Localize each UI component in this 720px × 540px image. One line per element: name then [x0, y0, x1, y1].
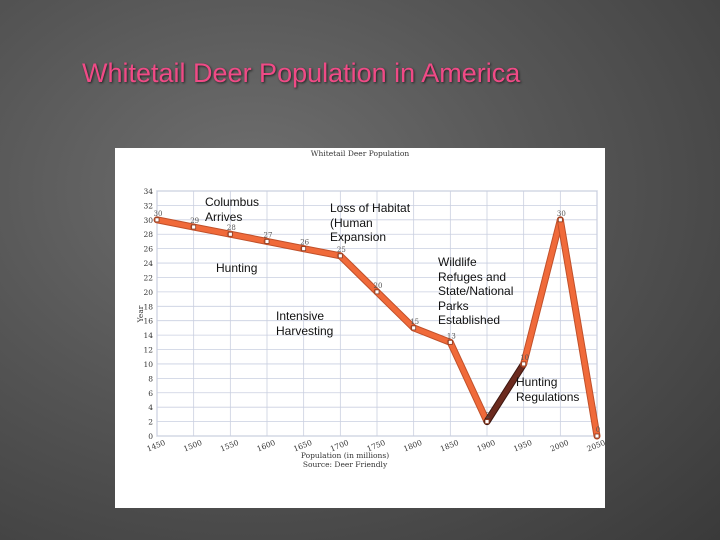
data-point — [374, 289, 380, 295]
y-tick-label: 6 — [148, 389, 153, 398]
y-tick-label: 20 — [143, 288, 153, 297]
x-tick-label: 1800 — [402, 438, 423, 454]
slide-title: Whitetail Deer Population in America — [82, 58, 521, 88]
y-tick-label: 22 — [143, 273, 153, 282]
data-label: 13 — [447, 332, 456, 340]
line-segment — [557, 217, 600, 439]
y-tick-label: 2 — [148, 418, 153, 427]
line-segment — [154, 217, 197, 230]
line-segment — [227, 231, 270, 244]
line-segment — [374, 289, 417, 331]
x-tick-label: 1900 — [476, 438, 497, 454]
data-label: 30 — [557, 210, 566, 218]
x-axis-label: Population (in millions) — [301, 451, 389, 460]
data-point — [264, 239, 270, 244]
line-segment — [411, 325, 453, 345]
line-segment — [447, 339, 490, 425]
data-label: 29 — [190, 217, 199, 225]
x-tick-label: 1850 — [439, 438, 460, 454]
line-segment — [521, 217, 563, 367]
y-tick-label: 24 — [143, 259, 153, 268]
data-point — [411, 325, 417, 331]
data-point — [227, 231, 233, 237]
chart-source: Source: Deer Friendly — [303, 460, 388, 469]
data-point — [484, 419, 490, 424]
line-segment — [337, 253, 380, 295]
data-label: 26 — [300, 239, 309, 247]
data-point — [594, 433, 600, 439]
y-tick-label: 32 — [143, 201, 153, 210]
y-axis-label: Year — [136, 305, 145, 323]
data-point — [521, 361, 527, 367]
data-point — [557, 217, 563, 223]
y-tick-label: 10 — [143, 360, 153, 369]
y-tick-label: 14 — [143, 331, 153, 340]
y-tick-label: 8 — [148, 374, 153, 383]
y-tick-label: 12 — [143, 346, 153, 355]
annotation-hunting: Hunting — [216, 261, 258, 275]
line-segment — [301, 246, 343, 259]
data-label: 15 — [410, 318, 419, 326]
y-tick-label: 16 — [143, 317, 153, 326]
y-tick-label: 0 — [148, 432, 153, 441]
data-label: 28 — [227, 224, 236, 232]
line-segment — [264, 238, 307, 252]
x-tick-label: 1600 — [256, 438, 277, 454]
line-segment — [191, 224, 233, 237]
chart-title: Whitetail Deer Population — [311, 149, 410, 158]
data-point — [447, 339, 453, 345]
annotation-columbus: Columbus Arrives — [205, 195, 260, 224]
annotation-habitat: Loss of Habitat (Human Expansion — [330, 201, 411, 244]
data-point — [191, 224, 197, 230]
line-segment — [484, 361, 527, 425]
data-label: 27 — [264, 231, 273, 239]
y-tick-label: 28 — [143, 230, 153, 239]
data-label: 25 — [337, 246, 346, 254]
data-label: 20 — [374, 282, 383, 290]
y-tick-label: 18 — [143, 302, 153, 311]
data-label: 0 — [596, 426, 600, 434]
y-tick-label: 26 — [143, 245, 153, 254]
x-tick-label: 2050 — [586, 438, 605, 454]
y-tick-label: 34 — [143, 187, 153, 196]
data-point — [337, 253, 343, 259]
x-tick-label: 2000 — [549, 438, 570, 454]
x-tick-label: 1500 — [182, 438, 203, 454]
data-point — [154, 217, 160, 223]
annotation-harvesting: Intensive Harvesting — [276, 309, 334, 338]
data-point — [301, 246, 307, 252]
annotation-regulations: Hunting Regulations — [516, 375, 580, 404]
data-label: 10 — [520, 354, 529, 362]
y-tick-label: 30 — [143, 216, 153, 225]
chart-container: 0 2 4 6 8 10 12 14 16 18 20 22 24 26 28 30 32 34 1450 1500 1… — [115, 148, 605, 508]
data-label: 2 — [486, 412, 490, 420]
data-label: 30 — [154, 210, 163, 218]
x-tick-label: 1950 — [512, 438, 533, 454]
y-tick-label: 4 — [148, 403, 153, 412]
annotation-refuges: Wildlife Refuges and State/National Park… — [438, 255, 514, 327]
x-tick-label: 1550 — [219, 438, 240, 454]
